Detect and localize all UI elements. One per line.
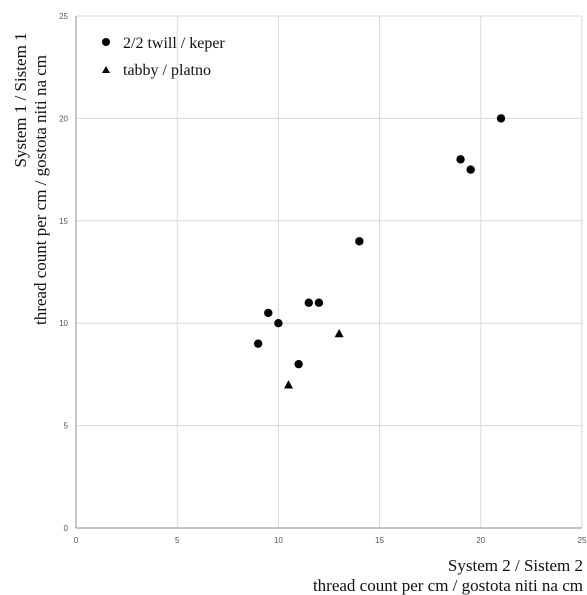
y-axis-title-line-1: System 1 / Sistem 1: [11, 32, 30, 167]
legend-label-tabby: tabby / platno: [123, 62, 211, 79]
axes: [75, 16, 582, 529]
legend-item-twill: 2/2 twill / keper: [102, 35, 225, 52]
tick-labels: 0 5 10 15 20 25 0 5 10 15 20 25: [59, 12, 587, 545]
data-point-circle: [304, 298, 313, 307]
grid-lines: [76, 15, 583, 528]
y-tick-label: 15: [59, 217, 68, 226]
data-points: [253, 114, 506, 389]
x-axis-title-line-1: System 2 / Sistem 2: [448, 556, 583, 575]
x-axis-title-line-2: thread count per cm / gostota niti na cm: [313, 576, 583, 595]
data-point-circle: [253, 339, 263, 348]
legend-label-twill: 2/2 twill / keper: [123, 35, 225, 52]
legend: 2/2 twill / keper tabby / platno: [102, 35, 225, 79]
y-tick-label: 5: [64, 422, 69, 431]
data-point-circle: [294, 359, 303, 369]
data-point-triangle: [284, 380, 294, 389]
data-point-circle: [264, 308, 273, 318]
x-tick-label: 0: [74, 536, 79, 545]
y-axis-title-line-2: thread count per cm / gostota niti na cm: [31, 55, 50, 325]
y-tick-label: 25: [59, 12, 68, 21]
data-point-circle: [466, 165, 475, 174]
y-tick-label: 0: [64, 524, 69, 533]
y-tick-label: 20: [59, 114, 68, 123]
y-tick-label: 10: [59, 319, 68, 328]
data-point-circle: [496, 114, 506, 123]
data-point-circle: [314, 298, 324, 307]
x-tick-label: 5: [175, 536, 180, 545]
x-tick-label: 20: [476, 536, 485, 545]
legend-marker-circle: [102, 38, 110, 46]
data-point-circle: [355, 237, 364, 246]
data-point-triangle: [334, 328, 344, 338]
legend-marker-triangle: [102, 66, 110, 73]
x-tick-label: 15: [375, 536, 384, 545]
data-point-circle: [274, 319, 283, 328]
x-tick-label: 10: [274, 536, 283, 545]
legend-item-tabby: tabby / platno: [102, 62, 211, 79]
x-tick-label: 25: [578, 536, 587, 545]
data-point-circle: [456, 155, 465, 164]
